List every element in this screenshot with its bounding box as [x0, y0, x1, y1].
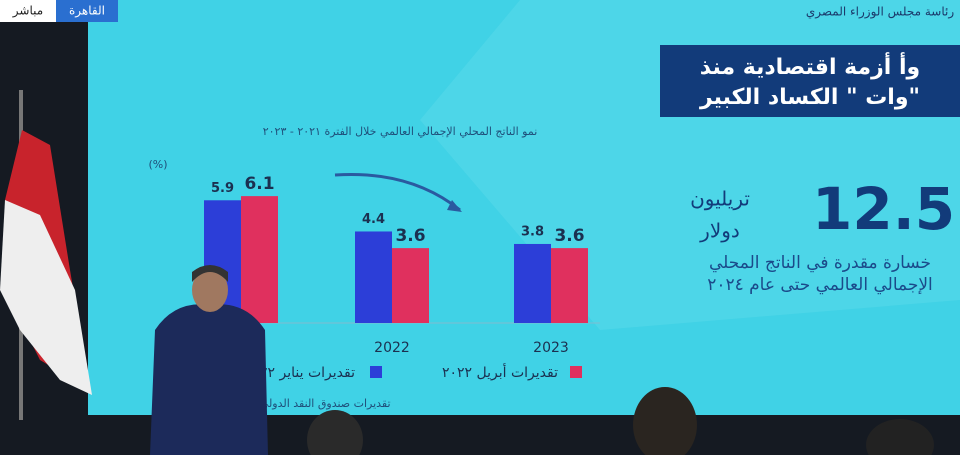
arrow-head	[447, 200, 462, 212]
stat-caption: خسارة مقدرة في الناتج المحلي	[709, 253, 931, 273]
headline-line: وأ أزمة اقتصادية منذ	[700, 51, 920, 80]
bar	[355, 231, 392, 323]
audience-head	[307, 410, 363, 455]
stat-unit: تريليون	[690, 187, 750, 211]
flag-white	[0, 200, 92, 395]
x-tick-label: 2022	[374, 340, 410, 356]
value-label: 3.6	[554, 226, 584, 246]
bar	[551, 248, 588, 323]
value-label: 3.8	[521, 224, 544, 239]
unit-label: (%)	[148, 158, 167, 171]
legend-swatch	[570, 366, 582, 378]
headline-box	[660, 45, 960, 117]
audience-head	[866, 419, 934, 455]
speaker-hair	[192, 265, 228, 282]
plot: 5.9 4.4 3.8 6.1 3.6 3.6 2022 2023 تقديرات يناير …	[204, 174, 588, 381]
bar	[241, 196, 278, 323]
value-label: 6.1	[244, 174, 274, 194]
live-label: مباشر	[12, 4, 43, 19]
stat-unit: دولار	[699, 219, 740, 243]
stat-number: 12.5	[812, 175, 955, 243]
legend-label: تقديرات يناير ٢٠٢٢	[245, 365, 355, 381]
legend-label: تقديرات أبريل ٢٠٢٢	[442, 363, 558, 381]
value-label: 4.4	[362, 212, 385, 227]
bar	[514, 243, 551, 323]
legend-swatch	[370, 366, 382, 378]
speaker-head	[192, 268, 228, 312]
city-badge	[56, 0, 118, 22]
audience-head	[633, 387, 697, 455]
arrow	[334, 172, 461, 212]
headline-line: وات " الكساد الكبير"	[699, 85, 920, 110]
chart-title: نمو الناتج المحلي الإجمالي العالمي خلال …	[263, 125, 538, 138]
channel-label: رئاسة مجلس الوزراء المصري	[806, 5, 954, 20]
value-label: 3.6	[395, 226, 425, 246]
speaker-body	[150, 304, 268, 455]
x-tick-label: 2023	[533, 340, 569, 356]
city-label: القاهرة	[69, 4, 105, 19]
stat-caption: الإجمالي العالمي حتى عام ٢٠٢٤	[707, 275, 933, 295]
value-label: 5.9	[211, 181, 234, 196]
bar	[392, 248, 429, 323]
